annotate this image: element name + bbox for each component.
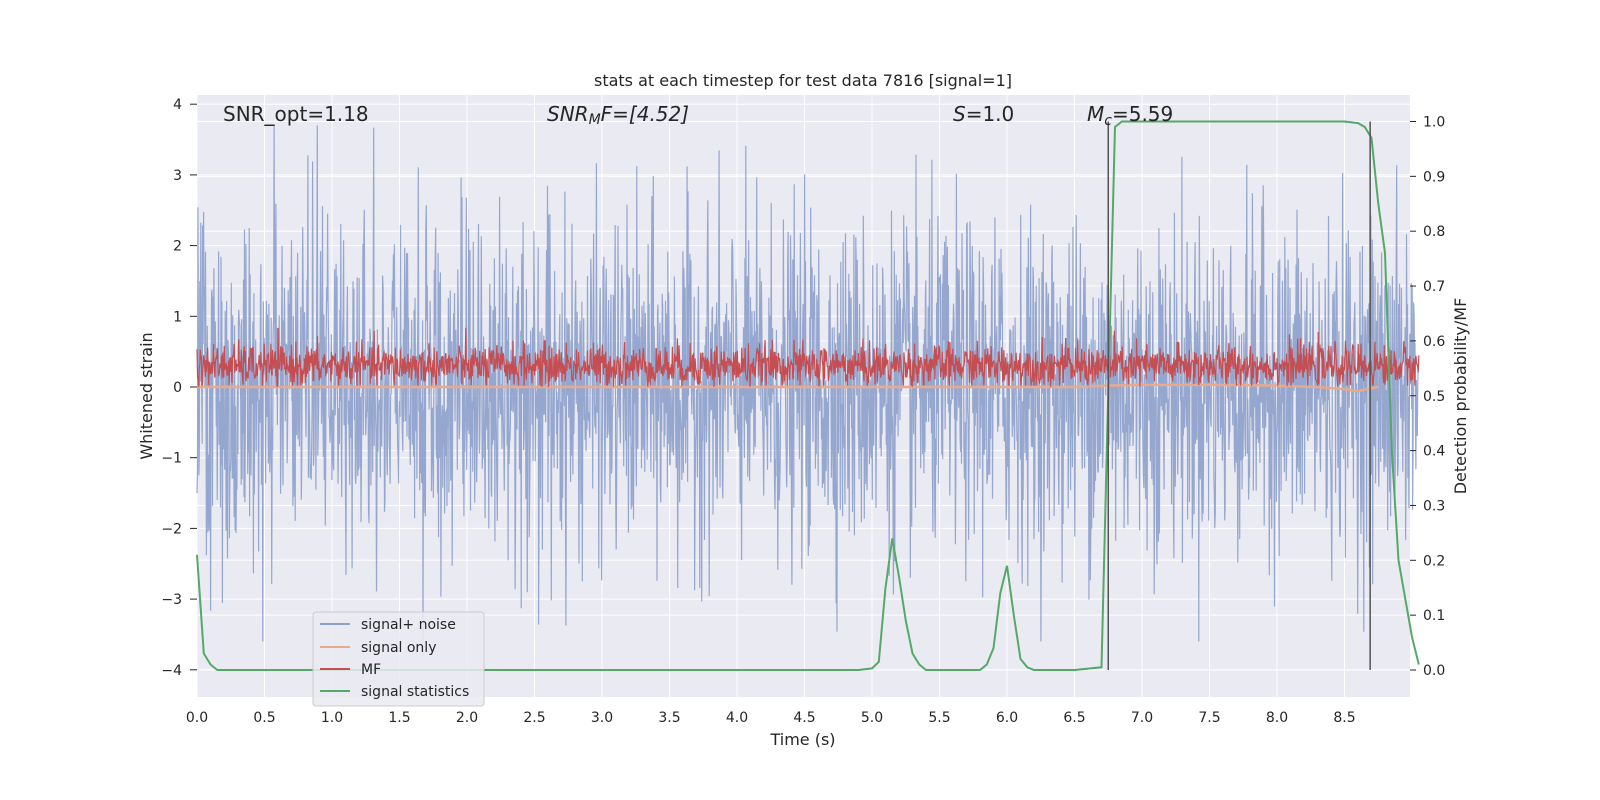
y-tick-label-right: 1.0 — [1423, 115, 1445, 131]
x-tick-label: 7.0 — [1131, 710, 1153, 726]
x-tick-label: 5.5 — [928, 710, 950, 726]
annotation-mc-tail: =5.59 — [1112, 102, 1173, 126]
annotation-mc-main: M — [1087, 102, 1104, 126]
y-tick-label-right: 0.0 — [1423, 663, 1445, 679]
x-tick-label: 3.0 — [591, 710, 613, 726]
x-tick-label: 4.5 — [793, 710, 815, 726]
y-axis-label-left: Whitened strain — [137, 332, 156, 459]
x-tick-label: 4.0 — [726, 710, 748, 726]
y-tick-label-right: 0.8 — [1423, 224, 1445, 240]
y-tick-label-right: 0.3 — [1423, 498, 1445, 514]
series-layer — [196, 120, 1420, 671]
y-tick-label-right: 0.4 — [1423, 444, 1445, 460]
y-tick-label-left: 4 — [173, 97, 182, 113]
x-tick-label: 6.0 — [996, 710, 1018, 726]
y-tick-label-right: 0.5 — [1423, 389, 1445, 405]
y-tick-label-left: −3 — [161, 592, 182, 608]
legend-label-signal-noise: signal+ noise — [361, 617, 456, 633]
y-tick-label-right: 0.2 — [1423, 553, 1445, 569]
y-tick-label-left: −1 — [161, 451, 182, 467]
y-tick-label-left: 3 — [173, 168, 182, 184]
x-tick-label: 8.5 — [1333, 710, 1355, 726]
y-tick-label-left: 0 — [173, 380, 182, 396]
annotation-s-main: S — [953, 102, 966, 126]
x-tick-label: 1.5 — [388, 710, 410, 726]
x-tick-label: 0.5 — [253, 710, 275, 726]
annotation-snr-mf-sub: M — [589, 112, 601, 128]
x-axis-label: Time (s) — [769, 730, 835, 749]
legend-box — [312, 611, 485, 707]
x-tick-label: 2.5 — [523, 710, 545, 726]
annotation-snr-opt: SNR_opt=1.18 — [223, 102, 369, 126]
x-tick-label: 5.0 — [861, 710, 883, 726]
x-tick-label: 6.5 — [1063, 710, 1085, 726]
y-tick-label-right: 0.7 — [1423, 279, 1445, 295]
series-mf — [196, 327, 1420, 388]
legend: signal+ noise signal only MF signal stat… — [312, 611, 485, 707]
annotation-snr-mf-main: SNR — [547, 102, 589, 126]
series-signal-noise — [196, 125, 1420, 642]
tick-labels: 0.0 0.5 1.0 1.5 2.0 2.5 3.0 3.5 4.0 4.5 5.0 5.5 6.0 6… — [161, 97, 1445, 726]
y-tick-label-right: 0.9 — [1423, 169, 1445, 185]
annotation-mc: Mc=5.59 — [1087, 102, 1173, 129]
series-signal-only — [197, 383, 1379, 393]
vertical-markers — [1107, 121, 1371, 670]
annotation-s-tail: =1.0 — [966, 102, 1015, 126]
y-tick-label-right: 0.1 — [1423, 608, 1445, 624]
y-tick-label-right: 0.6 — [1423, 334, 1445, 350]
x-tick-label: 2.0 — [456, 710, 478, 726]
y-tick-label-left: 1 — [173, 309, 182, 325]
x-tick-label: 0.0 — [186, 710, 208, 726]
annotations: SNR_opt=1.18 SNRMF=[4.52] S=1.0 Mc=5.59 — [223, 102, 1173, 129]
legend-label-signal-statistics: signal statistics — [361, 684, 469, 700]
legend-label-signal-only: signal only — [361, 640, 436, 656]
annotation-mc-sub: c — [1104, 113, 1112, 129]
y-tick-label-left: 2 — [173, 239, 182, 255]
series-signal-statistics — [196, 120, 1420, 671]
y-tick-label-left: −4 — [161, 663, 182, 679]
x-tick-label: 3.5 — [658, 710, 680, 726]
annotation-s: S=1.0 — [953, 102, 1014, 126]
x-tick-label: 8.0 — [1266, 710, 1288, 726]
annotation-snr-mf: SNRMF=[4.52] — [547, 102, 689, 128]
x-tick-label: 7.5 — [1198, 710, 1220, 726]
annotation-snr-mf-tail: F=[4.52] — [601, 102, 689, 126]
legend-label-mf: MF — [361, 662, 381, 678]
y-axis-label-right: Detection probability/MF — [1451, 298, 1470, 495]
chart-title: stats at each timestep for test data 781… — [594, 71, 1012, 90]
x-tick-label: 1.0 — [321, 710, 343, 726]
y-tick-label-left: −2 — [161, 521, 182, 537]
